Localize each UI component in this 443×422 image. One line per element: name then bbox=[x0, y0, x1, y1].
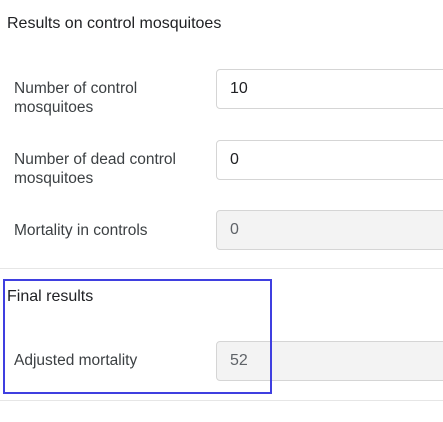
section-title-control-results: Results on control mosquitoes bbox=[7, 15, 221, 33]
number-of-control-mosquitoes-field[interactable]: 10 bbox=[216, 69, 443, 109]
label-adjusted-mortality: Adjusted mortality bbox=[14, 351, 204, 370]
label-number-of-dead-control-mosquitoes: Number of dead control mosquitoes bbox=[14, 150, 204, 188]
section-divider bbox=[0, 268, 443, 269]
mortality-in-controls-field: 0 bbox=[216, 210, 443, 250]
bottom-divider bbox=[0, 400, 443, 401]
section-title-final-results: Final results bbox=[7, 288, 93, 306]
number-of-dead-control-mosquitoes-field[interactable]: 0 bbox=[216, 140, 443, 180]
label-number-of-control-mosquitoes: Number of control mosquitoes bbox=[14, 79, 204, 117]
adjusted-mortality-field: 52 bbox=[216, 341, 443, 381]
label-mortality-in-controls: Mortality in controls bbox=[14, 221, 204, 240]
